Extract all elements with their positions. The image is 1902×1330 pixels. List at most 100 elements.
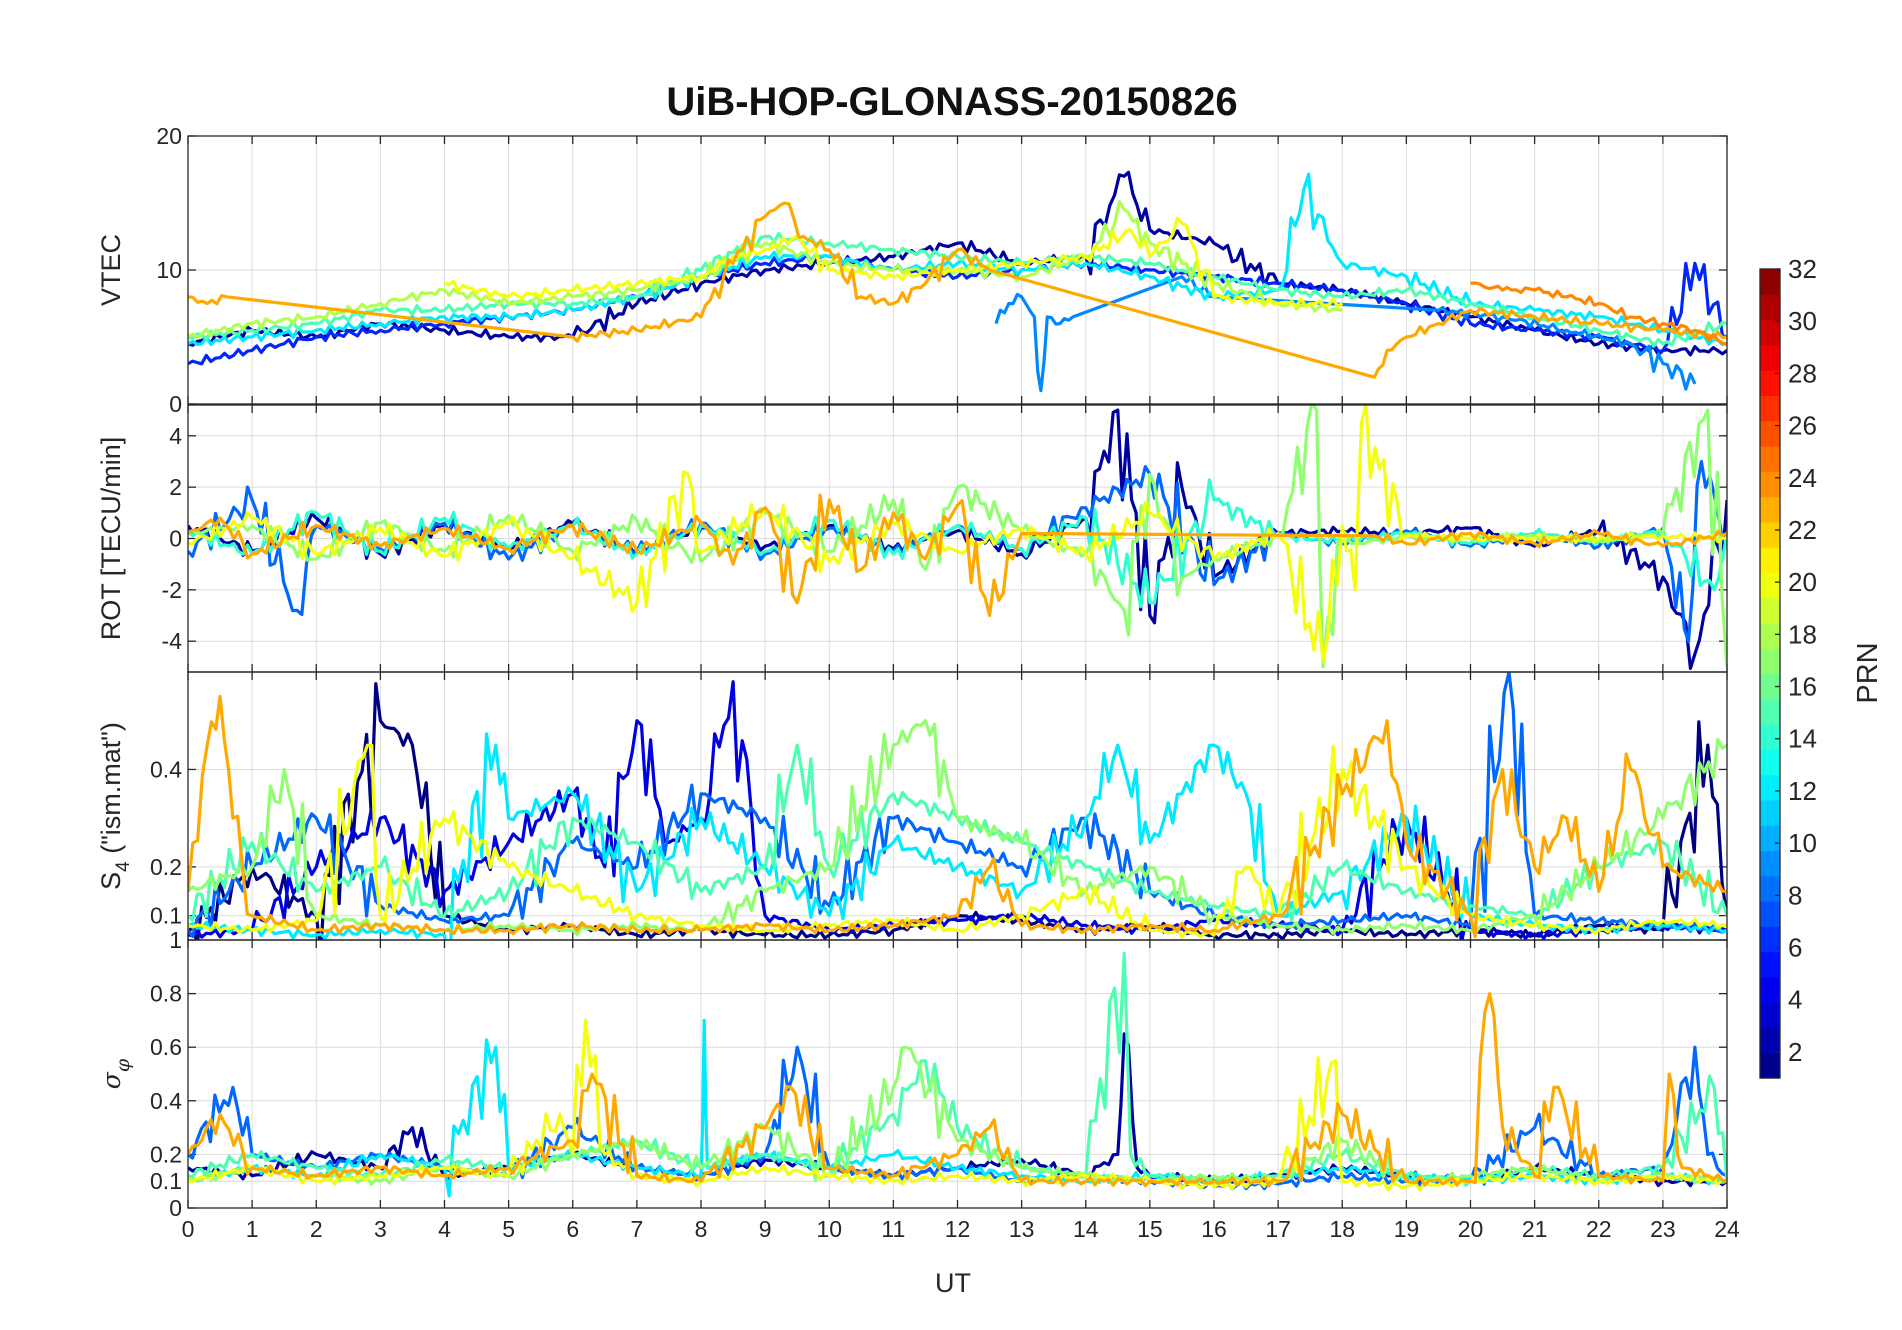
x-tick-label: 21 xyxy=(1522,1216,1548,1242)
series-prn-23 xyxy=(188,992,1727,1188)
y-axis-label: σφ xyxy=(97,1058,134,1089)
series-prn-20 xyxy=(444,216,1344,309)
x-tick-label: 23 xyxy=(1650,1216,1676,1242)
x-tick-label: 19 xyxy=(1394,1216,1420,1242)
axes-frame xyxy=(187,939,1728,1209)
colorbar-segment xyxy=(1760,749,1780,776)
colorbar-label: PRN xyxy=(1852,642,1884,703)
colorbar-tick-label: 4 xyxy=(1788,985,1802,1015)
colorbar-segment xyxy=(1760,976,1780,1003)
colorbar-tick-label: 10 xyxy=(1788,828,1817,858)
x-tick-label: 14 xyxy=(1073,1216,1099,1242)
series-prn-24 xyxy=(1470,281,1727,346)
colorbar-segment xyxy=(1760,1027,1780,1054)
y-axis-label: ROT [TECU/min] xyxy=(96,437,126,641)
colorbar-tick-label: 22 xyxy=(1788,515,1817,545)
series-prn-23 xyxy=(188,493,1727,618)
colorbar-tick-label: 2 xyxy=(1788,1037,1802,1067)
colorbar-segment xyxy=(1760,850,1780,877)
series-prn-14 xyxy=(188,478,1727,609)
y-axis-label-sub: φ xyxy=(112,1058,134,1072)
colorbar-tick-label: 28 xyxy=(1788,358,1817,388)
x-tick-label: 17 xyxy=(1265,1216,1291,1242)
y-tick-label: 0.4 xyxy=(150,1088,182,1114)
series-prn-18 xyxy=(188,200,1343,340)
y-tick-label: 0 xyxy=(169,1195,182,1221)
y-tick-label: 4 xyxy=(169,423,182,449)
x-tick-label: 10 xyxy=(816,1216,842,1242)
colorbar-segment xyxy=(1760,673,1780,700)
colorbar-tick-label: 14 xyxy=(1788,724,1817,754)
y-tick-label: 2 xyxy=(169,474,182,500)
y-tick-label: 0 xyxy=(169,526,182,552)
colorbar-tick-label: 12 xyxy=(1788,776,1817,806)
x-tick-label: 20 xyxy=(1458,1216,1484,1242)
y-axis-label: S4 ("ism.mat") xyxy=(96,722,134,890)
colorbar-segment xyxy=(1760,926,1780,953)
y-axis-label-main: S xyxy=(96,872,126,890)
colorbar-segment xyxy=(1760,344,1780,371)
x-tick-label: 7 xyxy=(630,1216,643,1242)
series-group xyxy=(188,951,1727,1198)
chart-title: UiB-HOP-GLONASS-20150826 xyxy=(666,80,1237,124)
colorbar-segment xyxy=(1760,420,1780,447)
x-tick-label: 3 xyxy=(374,1216,387,1242)
y-tick-label: 10 xyxy=(156,257,182,283)
colorbar-frame xyxy=(1759,268,1781,1079)
colorbar-segment xyxy=(1760,395,1780,422)
y-tick-label: 1 xyxy=(169,927,182,953)
y-tick-label: 0.4 xyxy=(150,756,182,782)
colorbar-tick-label: 26 xyxy=(1788,411,1817,441)
colorbar-tick-label: 6 xyxy=(1788,933,1802,963)
y-tick-label: 0.8 xyxy=(150,981,182,1007)
colorbar-segment xyxy=(1760,370,1780,397)
x-tick-label: 5 xyxy=(502,1216,515,1242)
y-tick-label: 0.1 xyxy=(150,903,182,929)
colorbar-segment xyxy=(1760,724,1780,750)
colorbar-segment xyxy=(1760,445,1780,472)
colorbar-segment xyxy=(1760,471,1780,498)
panel-4: 00.10.2 0.4 0.6 0.8 1 σφ xyxy=(97,927,1728,1221)
colorbar-segment xyxy=(1760,951,1780,978)
x-tick-label: 13 xyxy=(1009,1216,1035,1242)
x-tick-label: 1 xyxy=(246,1216,259,1242)
y-tick-label: -4 xyxy=(162,628,183,654)
series-group xyxy=(188,672,1727,940)
series-prn-12 xyxy=(188,1018,1727,1198)
colorbar-tick-label: 30 xyxy=(1788,306,1817,336)
panel-3: 0.1 0.2 0.4 S4 ("ism.mat") xyxy=(96,671,1728,941)
series-group xyxy=(188,170,1727,393)
colorbar-tick-label: 8 xyxy=(1788,880,1802,910)
series-prn-23 xyxy=(188,694,1727,939)
colorbar-segment xyxy=(1760,1002,1780,1029)
x-axis-label: UT xyxy=(935,1268,971,1298)
x-tick-label: 2 xyxy=(310,1216,323,1242)
x-tick-label: 0 xyxy=(182,1216,195,1242)
series-prn-20 xyxy=(188,405,1727,664)
x-tick-label: 12 xyxy=(945,1216,971,1242)
x-tick-label: 4 xyxy=(438,1216,451,1242)
colorbar-segment xyxy=(1760,294,1780,321)
y-tick-label: 0.1 xyxy=(150,1168,182,1194)
panel-1: 0 10 20 VTEC xyxy=(96,123,1728,417)
colorbar-tick-label: 18 xyxy=(1788,619,1817,649)
series-prn-8 xyxy=(188,672,1727,938)
x-tick-label: 8 xyxy=(695,1216,708,1242)
colorbar-tick-label: 24 xyxy=(1788,463,1817,493)
y-axis-label-main: σ xyxy=(97,1071,126,1089)
colorbar-segment xyxy=(1760,648,1780,675)
y-tick-label: 0.2 xyxy=(150,1141,182,1167)
colorbar-segment xyxy=(1760,875,1780,902)
panel-2: -4 -2 0 2 4 ROT [TECU/min] xyxy=(96,404,1728,673)
x-axis: 0 1 2 3 4 5 6 7 8 9 10 11 12 13 14 15 16 17 18 19 20 21 22 23 24 xyxy=(182,1216,1740,1242)
axes-frame xyxy=(187,135,1728,405)
colorbar-segment xyxy=(1760,572,1780,599)
x-tick-label: 18 xyxy=(1329,1216,1355,1242)
y-tick-label: 0.2 xyxy=(150,854,182,880)
colorbar-segment xyxy=(1760,521,1780,548)
x-tick-label: 11 xyxy=(881,1216,905,1242)
colorbar-segment xyxy=(1760,901,1780,927)
colorbar-segment xyxy=(1760,774,1780,801)
colorbar-tick-label: 32 xyxy=(1788,254,1817,284)
